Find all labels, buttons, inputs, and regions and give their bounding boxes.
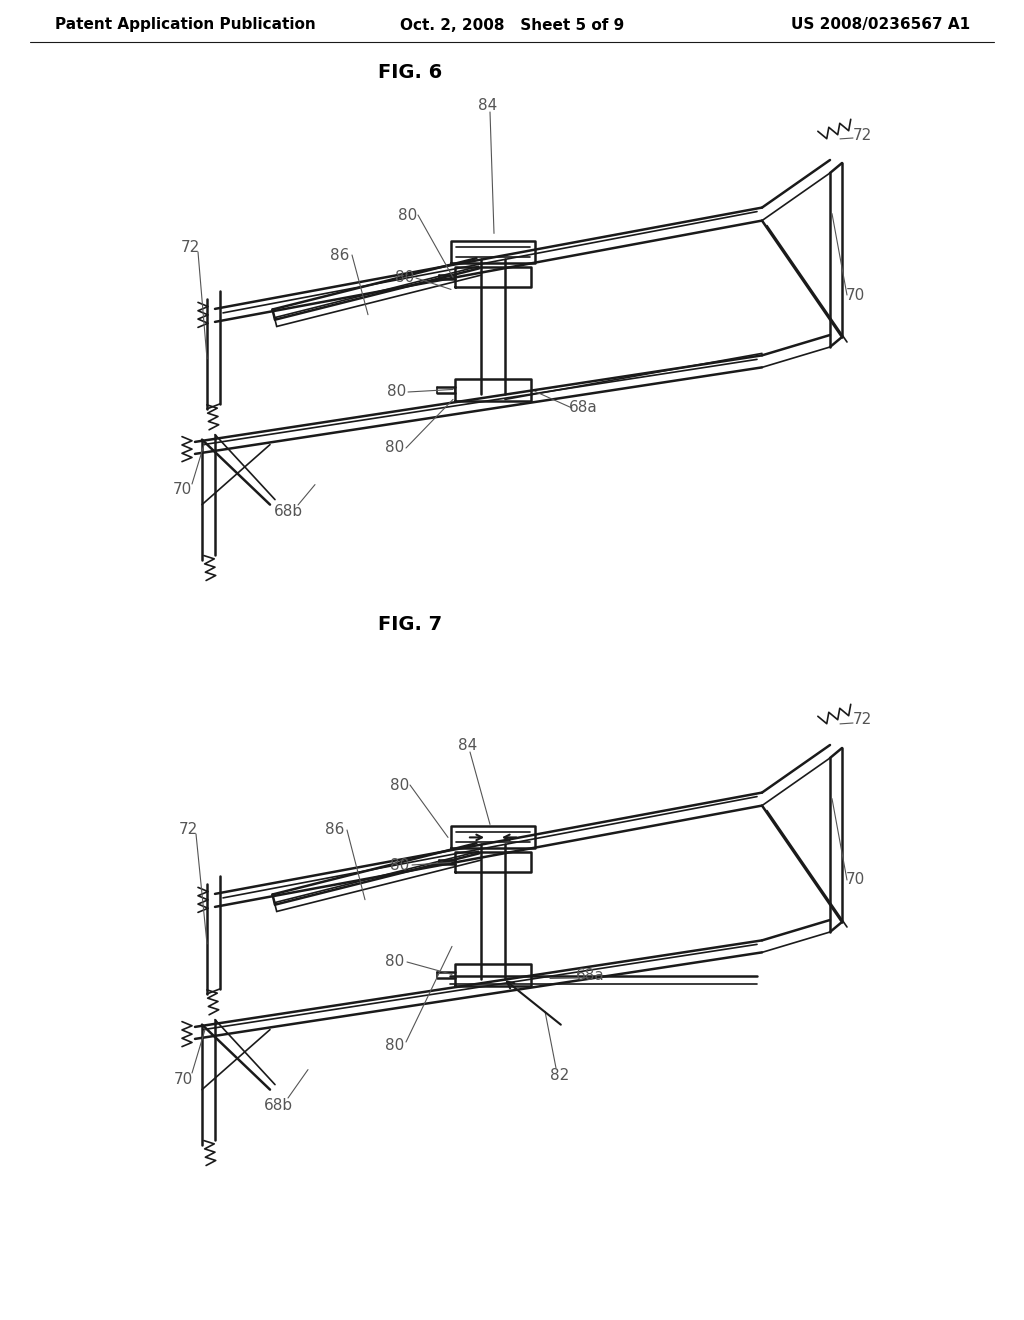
Text: 70: 70 <box>846 873 864 887</box>
Text: 70: 70 <box>846 288 864 302</box>
Text: 82: 82 <box>550 1068 569 1082</box>
Text: 80: 80 <box>387 384 407 400</box>
Text: 72: 72 <box>852 713 871 727</box>
Text: 86: 86 <box>326 822 345 837</box>
Text: FIG. 6: FIG. 6 <box>378 62 442 82</box>
Text: 68a: 68a <box>568 400 597 416</box>
Text: 70: 70 <box>173 1072 193 1088</box>
Text: 72: 72 <box>178 822 198 837</box>
Text: 80: 80 <box>390 858 410 873</box>
Text: 80: 80 <box>385 1038 404 1052</box>
Text: 72: 72 <box>852 128 871 143</box>
Text: FIG. 7: FIG. 7 <box>378 615 442 635</box>
Text: 80: 80 <box>395 271 415 285</box>
Text: 68b: 68b <box>263 1097 293 1113</box>
Text: 68a: 68a <box>575 968 604 982</box>
Text: 72: 72 <box>180 240 200 256</box>
Text: Patent Application Publication: Patent Application Publication <box>55 17 315 33</box>
Text: 80: 80 <box>385 441 404 455</box>
Text: Oct. 2, 2008   Sheet 5 of 9: Oct. 2, 2008 Sheet 5 of 9 <box>400 17 624 33</box>
Text: 68b: 68b <box>273 504 302 520</box>
Text: 84: 84 <box>478 98 498 112</box>
Text: 80: 80 <box>385 954 404 969</box>
Text: US 2008/0236567 A1: US 2008/0236567 A1 <box>791 17 970 33</box>
Text: 80: 80 <box>390 777 410 792</box>
Text: 70: 70 <box>172 483 191 498</box>
Text: 80: 80 <box>398 207 418 223</box>
Text: 86: 86 <box>331 248 349 263</box>
Text: 84: 84 <box>459 738 477 752</box>
